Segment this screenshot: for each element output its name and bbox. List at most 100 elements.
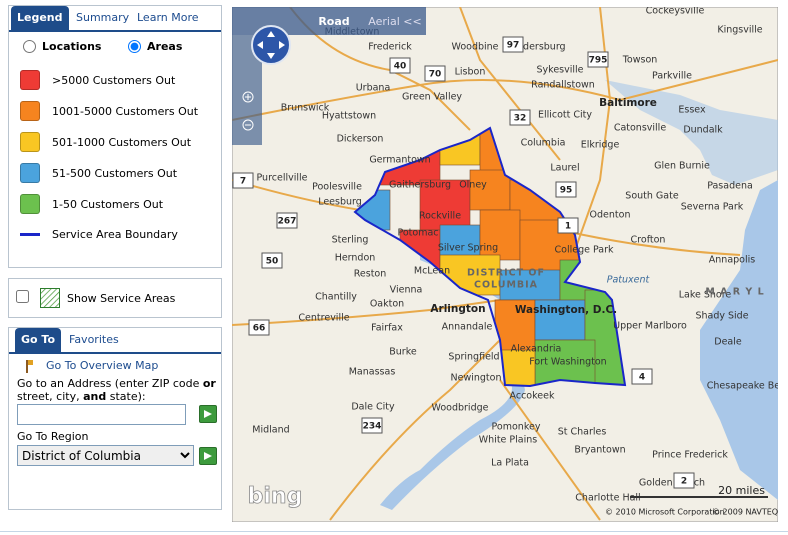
legend-label: 51-500 Customers Out [52, 166, 178, 180]
address-label: Go to an Address (enter ZIP code or stre… [17, 377, 217, 403]
map-label: Sterling [332, 235, 369, 246]
map-label: Midland [252, 425, 289, 436]
road-shield [587, 51, 609, 68]
map-label: McLean [414, 266, 450, 277]
legend-item: >5000 Customers Out [20, 70, 175, 90]
map-label: 66 [253, 324, 266, 334]
map-label: Alexandria [511, 344, 562, 355]
map-label: Severna Park [681, 202, 744, 213]
address-input[interactable] [17, 404, 186, 425]
radio[interactable] [128, 40, 141, 53]
radio-label: Locations [42, 40, 102, 53]
map-label: Leesburg [318, 197, 362, 208]
outage-area[interactable] [499, 269, 561, 301]
map-label: Rockville [419, 211, 461, 222]
map-label: 234 [363, 422, 382, 432]
road-shield [232, 172, 254, 189]
copyright: © 2009 NAVTEQ [712, 508, 778, 517]
road-shield [276, 212, 298, 229]
road-shield [248, 319, 270, 336]
legend-label: 1-50 Customers Out [52, 197, 164, 211]
map-labels: CockeysvilleKingsvilleMiddletownFrederic… [232, 7, 778, 504]
legend-swatch [20, 194, 40, 214]
outage-area[interactable] [479, 209, 521, 261]
view-button[interactable]: Aerial << [368, 15, 421, 28]
map-label: Crofton [631, 235, 666, 246]
map-label: Washington, D.C. [515, 304, 617, 316]
outage-area[interactable] [439, 224, 481, 261]
map-label: Poolesville [312, 182, 362, 193]
view-button[interactable]: Road [318, 15, 349, 28]
map-label: DISTRICT OF [467, 268, 545, 279]
road-shield [631, 368, 653, 385]
map-label: 95 [560, 186, 573, 196]
checkbox[interactable] [16, 290, 29, 303]
go-button[interactable] [199, 447, 217, 465]
map-label: Charlotte Hall [575, 493, 640, 504]
nav-control[interactable] [251, 25, 291, 65]
map-label: Randallstown [531, 80, 595, 91]
legend-item: 1001-5000 Customers Out [20, 101, 198, 121]
map-label: Burke [389, 347, 417, 358]
overview-icon [26, 360, 33, 373]
map-label: 4 [639, 373, 645, 383]
map-label: Arlington [430, 303, 485, 315]
map-label: Herndon [335, 253, 376, 264]
map-label: Potomac [397, 228, 438, 239]
tab[interactable]: Favorites [69, 333, 119, 346]
road-shield [389, 57, 411, 74]
label-part: state): [106, 390, 146, 403]
outage-area[interactable] [469, 169, 511, 211]
map-label: Towson [622, 55, 658, 66]
tab[interactable]: Legend [11, 6, 69, 30]
overview-link[interactable]: Go To Overview Map [46, 359, 159, 372]
map-label: Kingsville [717, 25, 762, 36]
zoom-control[interactable] [242, 91, 254, 131]
goto-tabs: Go To Favorites [9, 328, 221, 354]
map-label: Dickerson [337, 134, 384, 145]
map-label: Germantown [369, 155, 430, 166]
map-label: Annapolis [709, 255, 755, 266]
goto-panel: Go To Favorites Go To Overview Map Go to… [8, 327, 222, 510]
map-label: Ellicott City [538, 110, 592, 121]
map-label: Fairfax [371, 323, 403, 334]
tab[interactable]: Summary [76, 11, 130, 24]
go-button[interactable] [199, 405, 217, 423]
road-shield [424, 65, 446, 82]
radio-locations[interactable]: Locations [23, 40, 101, 53]
radio-areas[interactable]: Areas [128, 40, 182, 53]
divider [0, 531, 788, 532]
road-shield [261, 252, 283, 269]
legend-swatch [20, 163, 40, 183]
map-label: Lake Shore [679, 290, 732, 301]
map-label: Essex [678, 105, 706, 116]
road-shield [557, 217, 579, 234]
map-label: Fort Washington [529, 357, 606, 368]
region-select[interactable]: District of Columbia [17, 445, 194, 466]
map-label: 97 [507, 41, 520, 51]
tab[interactable]: Learn More [137, 11, 199, 24]
service-areas-label: Show Service Areas [67, 292, 176, 305]
map-label: Patuxent [607, 275, 651, 286]
scale-label: 20 miles [718, 484, 765, 497]
map-label: Golden Beach [639, 478, 705, 489]
map-label: Gaithersburg [389, 180, 451, 191]
map-label: 70 [429, 70, 442, 80]
legend-swatch [20, 132, 40, 152]
label-part: or [202, 377, 216, 390]
outage-area[interactable] [419, 179, 471, 231]
radio-label: Areas [147, 40, 183, 53]
map-label: Green Valley [402, 92, 462, 103]
tab[interactable]: Go To [15, 328, 62, 352]
radio[interactable] [23, 40, 36, 53]
legend-swatch [20, 101, 40, 121]
label-part: and [83, 390, 107, 403]
map-label: Centreville [298, 313, 349, 324]
map-label: Reston [354, 269, 387, 280]
copyright: © 2010 Microsoft Corporation [605, 508, 725, 517]
legend-label: 1001-5000 Customers Out [52, 104, 199, 118]
map-label: Lisbon [455, 67, 486, 78]
road-shield [502, 36, 524, 53]
legend-label: >5000 Customers Out [52, 73, 176, 87]
